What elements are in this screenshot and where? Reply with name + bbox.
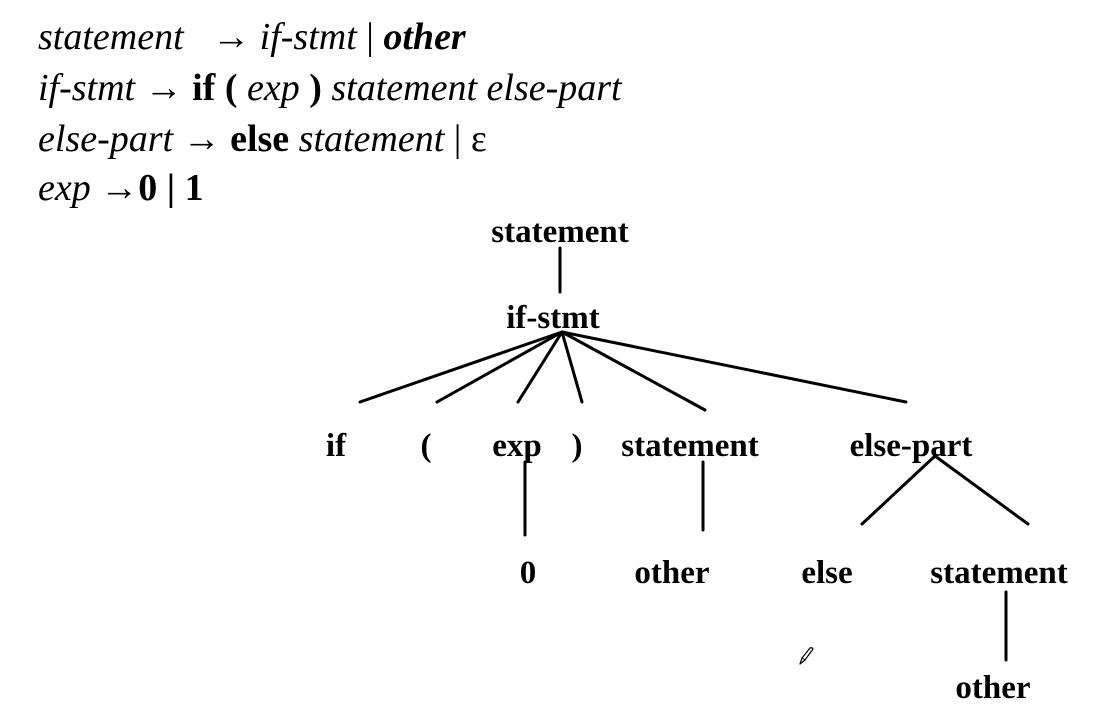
tree-node-statement: statement (621, 428, 758, 464)
tree-node-if: if (326, 428, 347, 464)
rule-term: exp (247, 67, 300, 109)
grammar-rule-if-stmt: if-stmt → if ( exp ) statement else-part (38, 65, 622, 111)
rule-term: statement (331, 67, 478, 109)
rule-terminal: else (230, 118, 290, 160)
grammar-rule-statement: statement → if-stmt | other (38, 14, 466, 60)
edge-ifstmt-lparen (435, 330, 564, 404)
rule-terminal: other (383, 16, 466, 58)
rule-lhs: else-part (38, 118, 174, 160)
tree-node-if-stmt: if-stmt (506, 300, 599, 336)
rule-terminal: 1 (184, 167, 204, 209)
tree-node-exp: exp (492, 428, 542, 464)
edge-elsepart-statement (933, 454, 1030, 526)
tree-node-other-2: other (955, 670, 1030, 706)
grammar-rule-else-part: else-part → else statement | ε (38, 116, 487, 162)
rule-terminal: if (192, 67, 216, 109)
edge-ifstmt-exp (516, 330, 564, 404)
arrow-symbol: → (212, 16, 251, 58)
rule-term: else-part (486, 67, 622, 109)
alternative-bar: | (166, 167, 176, 209)
edge-ifstmt-statement (560, 330, 707, 412)
grammar-rule-exp: exp →0 | 1 (38, 165, 204, 211)
pencil-icon (799, 647, 814, 665)
edge-elsepart-else (860, 454, 937, 526)
arrow-symbol: → (100, 167, 139, 209)
arrow-symbol: → (182, 118, 221, 160)
tree-node-else: else (801, 555, 852, 591)
tree-node-zero: 0 (520, 555, 537, 591)
edge-ifstmt-elsepart (560, 330, 908, 404)
tree-node-root-statement: statement (491, 214, 628, 250)
rule-terminal: 0 (138, 167, 158, 209)
rule-lhs: if-stmt (38, 67, 136, 109)
rule-term: statement (298, 118, 445, 160)
tree-node-statement-2: statement (930, 555, 1067, 591)
alternative-bar: | (453, 118, 462, 160)
arrow-symbol: → (144, 67, 183, 109)
edge-ifstmt-rparen (560, 330, 584, 404)
tree-node-lparen: ( (421, 428, 432, 464)
rule-lhs: exp (38, 167, 91, 209)
epsilon-symbol: ε (470, 118, 487, 160)
tree-node-other: other (634, 555, 709, 591)
rule-lhs: statement (38, 16, 184, 58)
rule-term: if-stmt (259, 16, 357, 58)
rule-terminal: ) (309, 67, 322, 109)
tree-node-else-part: else-part (850, 428, 973, 464)
tree-node-rparen: ) (572, 428, 583, 464)
alternative-bar: | (366, 16, 374, 58)
rule-terminal: ( (224, 67, 238, 109)
edge-ifstmt-if (358, 330, 564, 404)
